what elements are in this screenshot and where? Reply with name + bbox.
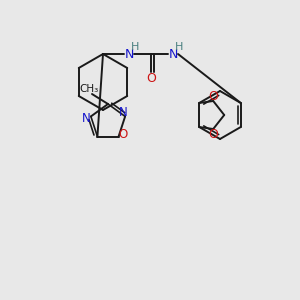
Text: N: N	[168, 47, 178, 61]
Text: O: O	[146, 73, 156, 85]
Text: H: H	[131, 42, 139, 52]
Text: N: N	[124, 47, 134, 61]
Text: O: O	[208, 128, 218, 140]
Text: N: N	[82, 112, 90, 125]
Text: N: N	[119, 106, 128, 119]
Text: O: O	[118, 128, 127, 141]
Text: H: H	[175, 42, 183, 52]
Text: O: O	[208, 89, 218, 103]
Text: CH₃: CH₃	[80, 84, 99, 94]
